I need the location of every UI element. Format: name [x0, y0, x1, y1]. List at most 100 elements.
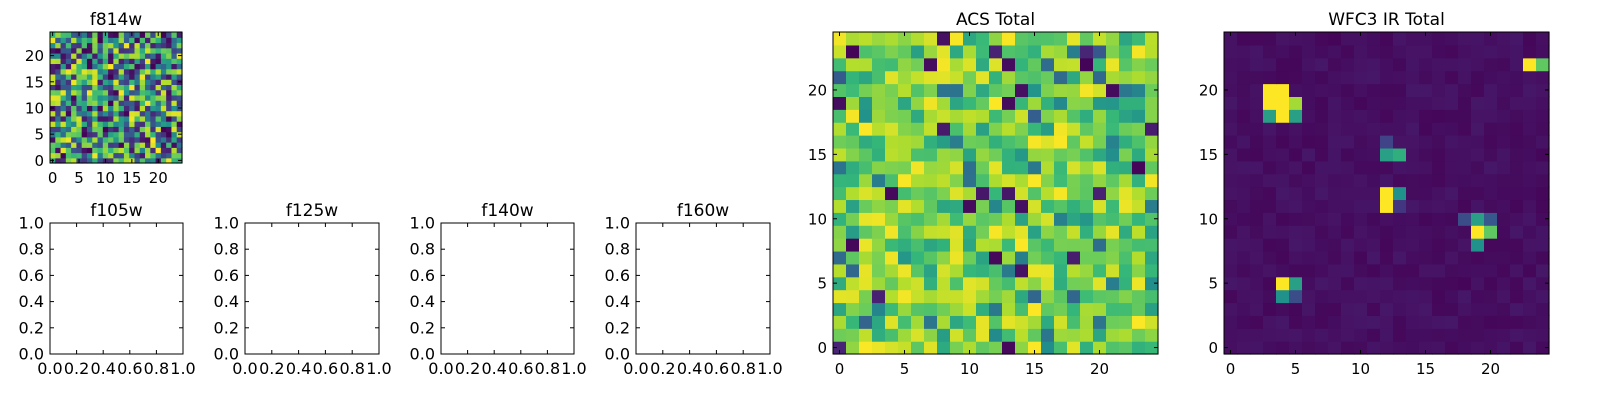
- acs-total-cell: [950, 250, 964, 265]
- acs-total-cell: [963, 109, 977, 123]
- acs-total-cell: [1145, 276, 1159, 291]
- wfc3-ir-total-cell: [1445, 122, 1459, 136]
- acs-total-cell: [885, 186, 899, 201]
- acs-total-cell: [1054, 263, 1068, 278]
- wfc3-ir-total-cell: [1497, 238, 1511, 252]
- wfc3-ir-total-cell: [1471, 250, 1485, 265]
- acs-total-cell: [976, 315, 990, 329]
- f814w-cell: [118, 147, 125, 154]
- wfc3-ir-total-cell: [1419, 109, 1433, 123]
- f814w-cell: [118, 131, 125, 138]
- f814w-cell: [150, 32, 157, 38]
- wfc3-ir-total-cell: [1224, 289, 1238, 304]
- acs-total-cell: [989, 57, 1003, 72]
- f814w-cell: [139, 63, 146, 70]
- f105w-title: f105w: [90, 201, 142, 221]
- wfc3-ir-total-cell: [1367, 186, 1381, 201]
- acs-total-cell: [1080, 238, 1094, 252]
- acs-total-cell: [1028, 147, 1042, 162]
- wfc3-ir-total-cell: [1536, 341, 1550, 355]
- f814w-cell: [71, 115, 77, 122]
- f814w-cell: [50, 115, 56, 122]
- wfc3-ir-total-cell: [1367, 341, 1381, 355]
- wfc3-ir-total-cell: [1380, 212, 1394, 226]
- wfc3-ir-total-cell: [1393, 276, 1407, 291]
- f814w-cell: [65, 131, 72, 138]
- acs-total-cell: [950, 70, 964, 85]
- wfc3-ir-total-cell: [1419, 122, 1433, 136]
- acs-total-cell: [1067, 341, 1081, 355]
- acs-total-cell: [1119, 109, 1133, 123]
- f140w-xtick-label: 1.0: [561, 359, 586, 378]
- acs-total-cell: [924, 160, 938, 175]
- f814w-cell: [166, 157, 173, 164]
- wfc3-ir-total-cell: [1536, 225, 1550, 239]
- acs-total-cell: [924, 238, 938, 252]
- acs-total-cell: [911, 315, 925, 329]
- wfc3-ir-total-cell: [1237, 328, 1251, 342]
- wfc3-ir-total-cell: [1315, 173, 1329, 188]
- acs-total-cell: [885, 57, 899, 72]
- f814w-cell: [71, 94, 77, 101]
- wfc3-ir-total-cell: [1289, 315, 1303, 329]
- acs-total-cell: [1132, 341, 1146, 355]
- wfc3-ir-total-cell: [1523, 289, 1537, 304]
- acs-total-cell: [937, 315, 951, 329]
- f814w-ytick-label: 0: [34, 152, 44, 170]
- acs-total-cell: [898, 276, 912, 291]
- wfc3-ir-total-cell: [1393, 302, 1407, 316]
- f814w-cell: [97, 94, 104, 101]
- acs-total-cell: [859, 225, 873, 239]
- f814w-cell: [108, 105, 114, 112]
- wfc3-ir-total-cell: [1224, 276, 1238, 291]
- wfc3-ir-total-cell: [1315, 289, 1329, 304]
- wfc3-ir-total-cell: [1393, 199, 1407, 213]
- acs-total-cell: [859, 122, 873, 136]
- acs-total-cell: [885, 147, 899, 162]
- acs-total-cell: [976, 70, 990, 85]
- f814w-cell: [150, 157, 157, 164]
- f814w-cell: [86, 63, 93, 70]
- f814w-cell: [55, 42, 62, 49]
- acs-total-cell: [885, 160, 899, 175]
- f105w-ytick-label: 0.2: [19, 318, 44, 337]
- wfc3-ir-total-cell: [1471, 44, 1485, 59]
- f814w-cell: [113, 121, 120, 127]
- f814w-cell: [129, 142, 136, 148]
- wfc3-ir-total-cell: [1276, 302, 1290, 316]
- wfc3-ir-total-cell: [1354, 70, 1368, 85]
- wfc3-ir-total-cell: [1445, 328, 1459, 342]
- f814w-cell: [71, 73, 77, 80]
- acs-total-cell: [1119, 199, 1133, 213]
- f814w-cell: [81, 147, 88, 154]
- wfc3-ir-total-cell: [1484, 173, 1498, 188]
- wfc3-ir-total-cell: [1510, 199, 1524, 213]
- f814w-cell: [102, 37, 109, 44]
- wfc3-ir-total-cell: [1380, 83, 1394, 97]
- acs-total-cell: [911, 199, 925, 213]
- f814w-cell: [113, 63, 120, 70]
- wfc3-ir-total-cell: [1406, 135, 1420, 149]
- f814w-cell: [113, 47, 120, 54]
- f814w-ytick-label: 10: [25, 99, 44, 117]
- wfc3-ir-total-cell: [1523, 83, 1537, 97]
- f814w-cell: [65, 121, 72, 127]
- f814w-cell: [92, 52, 99, 59]
- wfc3-ir-total-cell: [1367, 328, 1381, 342]
- wfc3-ir-total-cell: [1497, 263, 1511, 278]
- wfc3-ir-total-cell: [1224, 238, 1238, 252]
- wfc3-ir-total-cell: [1484, 44, 1498, 59]
- f814w-cell: [97, 115, 104, 122]
- wfc3-ir-total-cell: [1224, 96, 1238, 110]
- acs-total-cell: [1093, 225, 1107, 239]
- acs-total-cell: [1002, 173, 1016, 188]
- acs-total-cell: [1080, 186, 1094, 201]
- f814w-cell: [176, 110, 183, 117]
- acs-total-cell: [950, 225, 964, 239]
- wfc3-ir-total-cell: [1315, 328, 1329, 342]
- f140w-xtick-label: 0.0: [428, 359, 453, 378]
- wfc3-ir-total-cell: [1393, 32, 1407, 46]
- wfc3-ir-total-cell: [1250, 250, 1264, 265]
- wfc3-ir-total-cell: [1471, 122, 1485, 136]
- wfc3-ir-total-cell: [1354, 289, 1368, 304]
